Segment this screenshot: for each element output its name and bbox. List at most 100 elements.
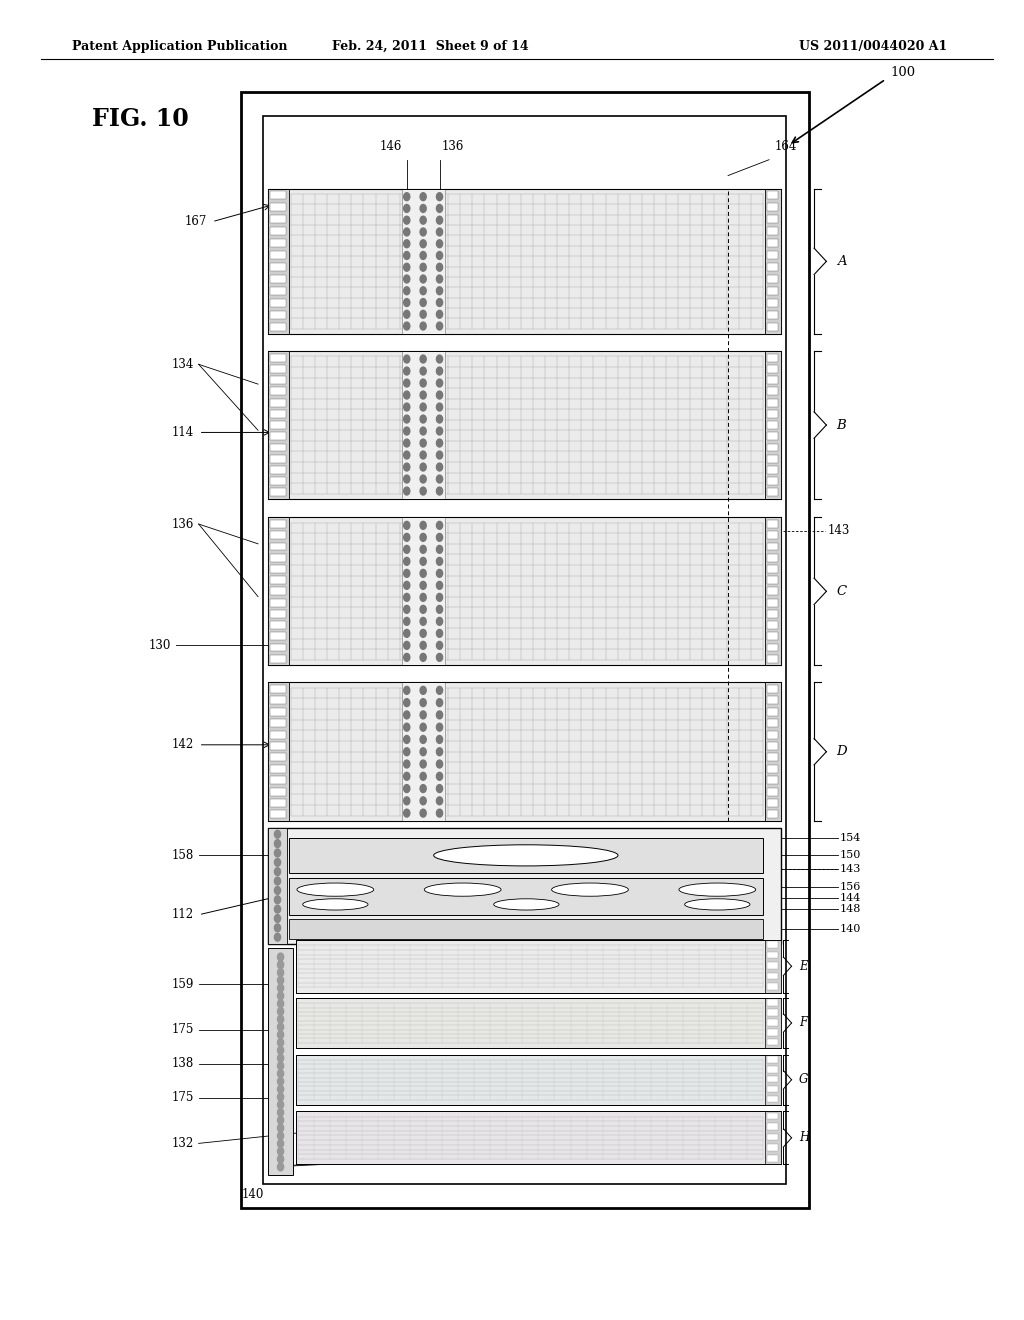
Circle shape bbox=[403, 723, 410, 731]
Bar bbox=[270, 466, 286, 474]
Bar bbox=[767, 697, 778, 705]
Bar bbox=[767, 1123, 778, 1130]
Bar bbox=[767, 203, 778, 211]
Text: 130: 130 bbox=[148, 639, 171, 652]
Bar bbox=[270, 565, 286, 573]
Bar bbox=[270, 399, 286, 407]
Circle shape bbox=[403, 275, 410, 282]
Bar bbox=[296, 998, 781, 1048]
Bar bbox=[767, 388, 778, 396]
Text: 140: 140 bbox=[242, 1188, 264, 1201]
Circle shape bbox=[278, 1163, 284, 1171]
Circle shape bbox=[436, 216, 442, 224]
Bar bbox=[270, 587, 286, 595]
Text: 132: 132 bbox=[171, 1137, 194, 1150]
Text: E: E bbox=[799, 960, 807, 973]
Circle shape bbox=[420, 545, 426, 553]
Bar bbox=[767, 742, 778, 750]
Circle shape bbox=[420, 557, 426, 565]
Bar bbox=[767, 622, 778, 630]
Circle shape bbox=[403, 193, 410, 201]
Circle shape bbox=[403, 440, 410, 447]
Circle shape bbox=[420, 228, 426, 236]
Bar bbox=[270, 754, 286, 762]
Text: A: A bbox=[837, 255, 846, 268]
Text: 164: 164 bbox=[774, 140, 797, 153]
Bar bbox=[767, 531, 778, 539]
Circle shape bbox=[403, 653, 410, 661]
Circle shape bbox=[420, 711, 426, 719]
Text: 144: 144 bbox=[840, 894, 861, 903]
Circle shape bbox=[403, 809, 410, 817]
Bar bbox=[767, 543, 778, 550]
Circle shape bbox=[420, 310, 426, 318]
Circle shape bbox=[420, 653, 426, 661]
Bar bbox=[767, 983, 778, 990]
Circle shape bbox=[420, 642, 426, 649]
Circle shape bbox=[403, 367, 410, 375]
Bar bbox=[767, 952, 778, 958]
Circle shape bbox=[436, 581, 442, 589]
Text: 140: 140 bbox=[840, 924, 861, 933]
Circle shape bbox=[403, 414, 410, 422]
Circle shape bbox=[420, 797, 426, 805]
Bar bbox=[767, 731, 778, 739]
Circle shape bbox=[278, 985, 284, 993]
Text: 134: 134 bbox=[171, 358, 194, 371]
Bar bbox=[268, 189, 781, 334]
Bar bbox=[270, 388, 286, 396]
Circle shape bbox=[436, 475, 442, 483]
Text: F: F bbox=[799, 1016, 807, 1030]
Bar bbox=[767, 1030, 778, 1035]
Bar bbox=[270, 433, 286, 441]
Bar bbox=[268, 682, 289, 821]
Bar bbox=[767, 1085, 778, 1093]
Circle shape bbox=[420, 475, 426, 483]
Circle shape bbox=[436, 642, 442, 649]
Text: 175: 175 bbox=[171, 1092, 194, 1105]
Circle shape bbox=[403, 355, 410, 363]
Circle shape bbox=[436, 403, 442, 411]
Bar bbox=[767, 215, 778, 223]
Text: 136: 136 bbox=[171, 517, 194, 531]
Ellipse shape bbox=[297, 883, 374, 896]
Circle shape bbox=[403, 594, 410, 602]
Bar bbox=[270, 364, 286, 372]
Circle shape bbox=[274, 840, 281, 847]
Bar bbox=[767, 599, 778, 607]
Circle shape bbox=[278, 1061, 284, 1069]
Bar bbox=[767, 1155, 778, 1162]
Circle shape bbox=[436, 606, 442, 614]
Circle shape bbox=[420, 391, 426, 399]
Circle shape bbox=[403, 463, 410, 471]
Bar bbox=[270, 719, 286, 727]
Circle shape bbox=[436, 193, 442, 201]
Bar bbox=[767, 488, 778, 496]
Bar bbox=[270, 576, 286, 583]
Bar bbox=[289, 838, 763, 873]
Circle shape bbox=[420, 747, 426, 755]
Bar bbox=[270, 543, 286, 550]
Circle shape bbox=[403, 760, 410, 768]
Circle shape bbox=[278, 1155, 284, 1163]
Circle shape bbox=[274, 858, 281, 866]
Circle shape bbox=[420, 772, 426, 780]
Bar bbox=[296, 940, 781, 993]
Bar bbox=[767, 799, 778, 807]
Bar bbox=[270, 622, 286, 630]
Text: 136: 136 bbox=[441, 140, 464, 153]
Bar bbox=[767, 576, 778, 583]
Circle shape bbox=[278, 1031, 284, 1039]
Text: C: C bbox=[837, 585, 847, 598]
Bar bbox=[268, 828, 287, 944]
Circle shape bbox=[436, 252, 442, 260]
Circle shape bbox=[436, 557, 442, 565]
Circle shape bbox=[436, 653, 442, 661]
Text: G: G bbox=[799, 1073, 808, 1086]
Bar bbox=[767, 644, 778, 652]
Circle shape bbox=[274, 876, 281, 884]
Bar bbox=[767, 1067, 778, 1072]
Circle shape bbox=[274, 933, 281, 941]
Circle shape bbox=[278, 1139, 284, 1147]
Bar bbox=[401, 682, 444, 821]
